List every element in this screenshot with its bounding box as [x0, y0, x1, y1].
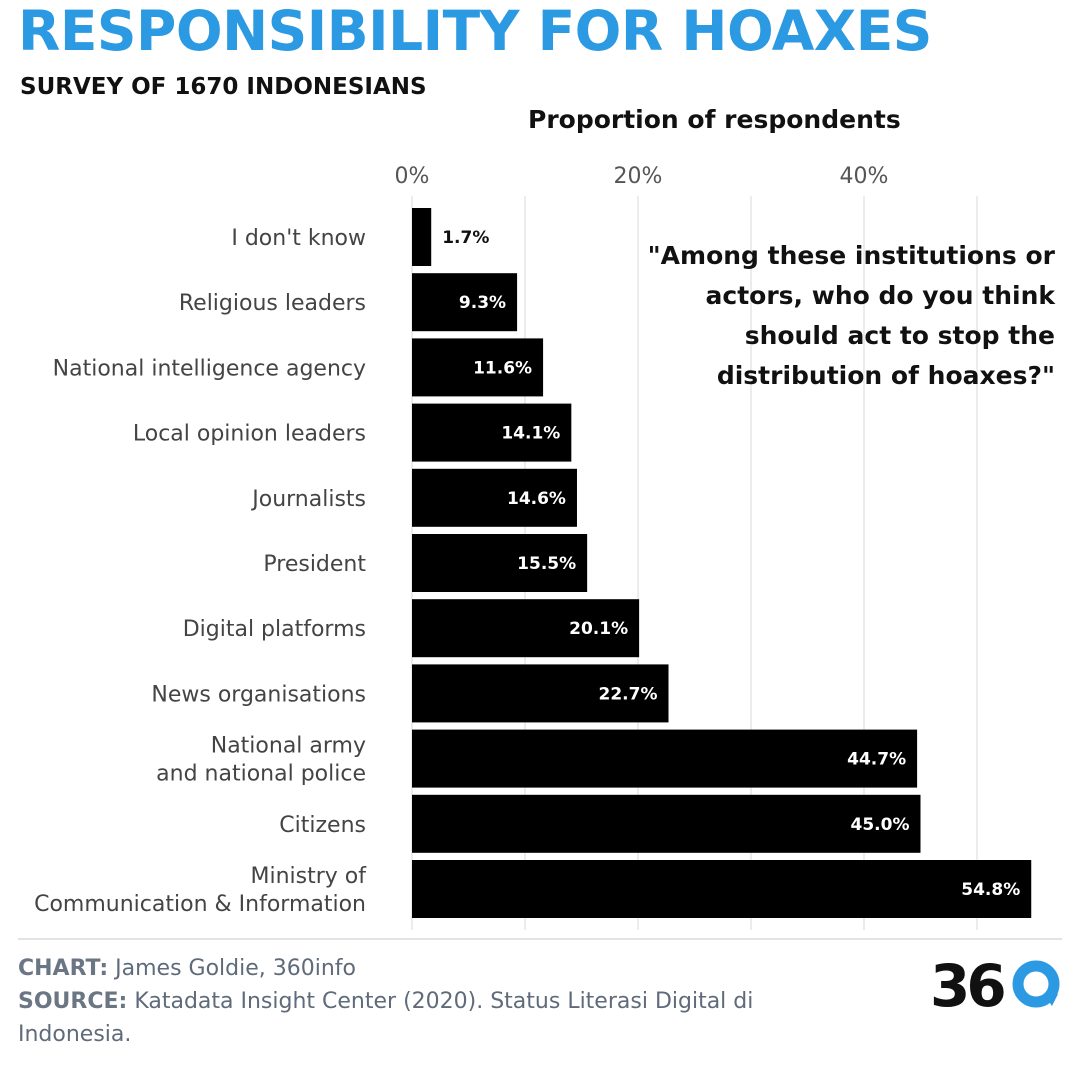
category-label: Journalists — [250, 487, 366, 512]
category-label: Citizens — [279, 813, 366, 838]
bar-value-label: 45.0% — [851, 815, 910, 835]
chart-title: RESPONSIBILITY FOR HOAXES — [18, 0, 932, 63]
x-tick-label: 20% — [614, 164, 663, 189]
bar — [412, 534, 588, 592]
bar-value-label: 15.5% — [517, 554, 576, 574]
bar — [412, 403, 572, 462]
category-label: I don't know — [231, 226, 366, 251]
bar-value-label: 11.6% — [473, 358, 532, 378]
logo-arrow-icon — [1044, 994, 1058, 1006]
bar-value-label: 1.7% — [442, 228, 489, 248]
category-label: Digital platforms — [183, 617, 366, 642]
category-label: National army — [211, 734, 366, 759]
bar-value-label: 22.7% — [599, 684, 658, 704]
bar-value-label: 9.3% — [459, 293, 506, 313]
credits: CHART: James Goldie, 360info SOURCE: Kat… — [18, 952, 838, 1051]
source-credit-label: SOURCE: — [18, 989, 128, 1014]
x-tick-label: 0% — [395, 164, 430, 189]
bar-value-label: 20.1% — [569, 619, 628, 639]
logo-text: 36 — [930, 952, 1004, 1016]
source-credit-text: Katadata Insight Center (2020). Status L… — [18, 989, 754, 1047]
category-label: Communication & Information — [34, 892, 366, 917]
bar — [412, 794, 921, 853]
source-credit: SOURCE: Katadata Insight Center (2020). … — [18, 985, 838, 1051]
category-label: President — [263, 552, 366, 577]
bar-value-label: 44.7% — [847, 750, 906, 770]
bar-value-label: 54.8% — [961, 880, 1020, 900]
category-label: Local opinion leaders — [133, 422, 366, 447]
bar — [412, 208, 432, 266]
category-label: News organisations — [151, 682, 366, 707]
bar — [412, 860, 1032, 918]
category-label: National intelligence agency — [53, 356, 366, 381]
category-label: Ministry of — [251, 864, 368, 889]
chart-subtitle: SURVEY OF 1670 INDONESIANS — [20, 74, 427, 100]
survey-question: "Among these institutions or actors, who… — [647, 241, 1055, 390]
bar-value-label: 14.1% — [501, 424, 560, 444]
logo-ring-icon — [1012, 960, 1060, 1008]
360info-logo: 36 — [930, 952, 1060, 1016]
bar — [412, 338, 544, 397]
bar — [412, 729, 918, 788]
bar — [412, 468, 577, 527]
category-label: and national police — [156, 762, 366, 787]
bar — [412, 599, 640, 658]
footer-divider — [18, 938, 1062, 940]
chart-credit: CHART: James Goldie, 360info — [18, 952, 838, 985]
x-axis-title: Proportion of respondents — [528, 105, 901, 134]
chart-credit-text: James Goldie, 360info — [115, 956, 357, 981]
category-label: Religious leaders — [179, 291, 366, 316]
bar-chart: 0% 20% 40% 1.7% I don't know 9.3% Religious le… — [34, 164, 1032, 930]
bar-value-label: 14.6% — [507, 489, 566, 509]
bar — [412, 664, 669, 723]
x-tick-label: 40% — [840, 164, 889, 189]
bar — [412, 273, 518, 332]
chart-credit-label: CHART: — [18, 956, 109, 981]
